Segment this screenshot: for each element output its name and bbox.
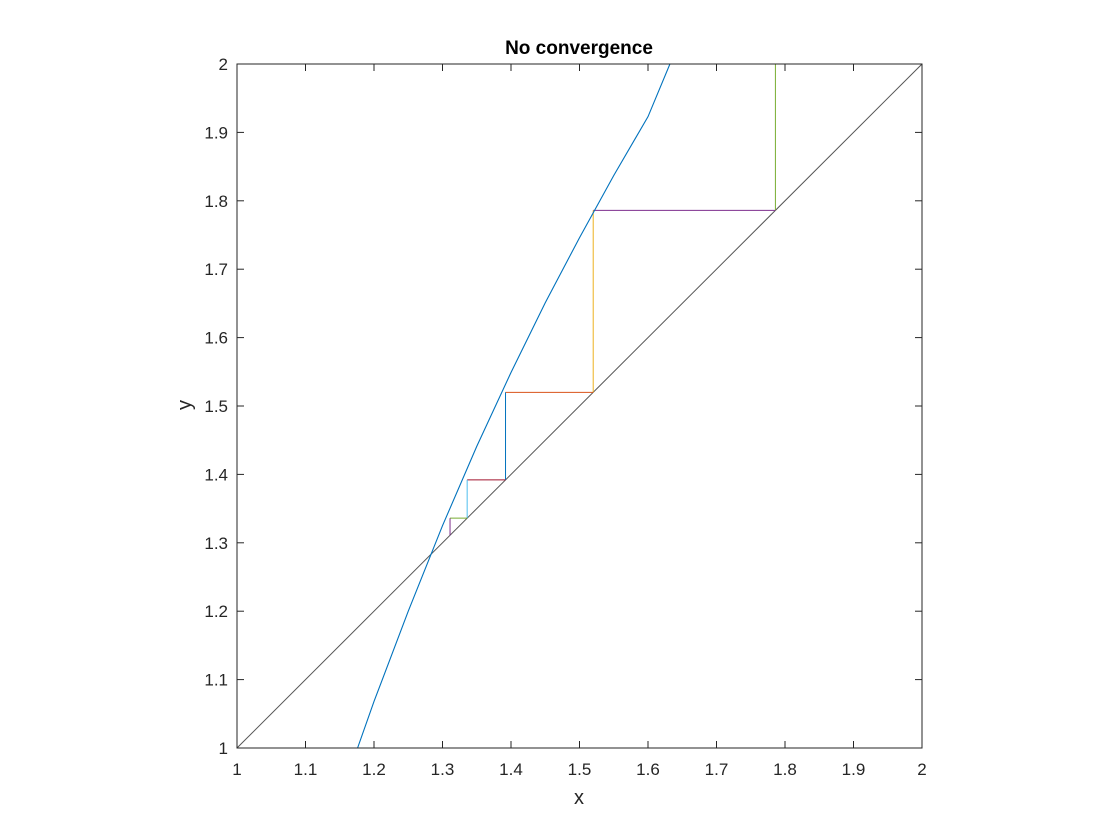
y-axis: 1 1.1 1.2 1.3 1.4 1.5 1.6 1.7 1.8 1.9 2 xyxy=(204,55,922,758)
identity-line xyxy=(237,64,922,748)
y-tick-label: 1 xyxy=(219,739,228,758)
x-tick-label: 1.2 xyxy=(362,760,386,779)
x-tick-label: 1.5 xyxy=(568,760,592,779)
y-tick-label: 1.3 xyxy=(204,534,228,553)
y-tick-label: 2 xyxy=(219,55,228,74)
x-tick-label: 1 xyxy=(232,760,241,779)
y-tick-label: 1.8 xyxy=(204,192,228,211)
y-tick-label: 1.4 xyxy=(204,465,228,484)
y-tick-label: 1.5 xyxy=(204,397,228,416)
x-axis: 1 1.1 1.2 1.3 1.4 1.5 1.6 1.7 1.8 1.9 2 xyxy=(232,64,927,779)
x-tick-label: 1.4 xyxy=(499,760,523,779)
function-curve xyxy=(357,64,671,748)
x-tick-label: 1.7 xyxy=(705,760,729,779)
x-tick-label: 1.3 xyxy=(431,760,455,779)
x-tick-label: 1.1 xyxy=(294,760,318,779)
x-tick-label: 2 xyxy=(917,760,926,779)
y-tick-label: 1.2 xyxy=(204,602,228,621)
x-tick-label: 1.8 xyxy=(773,760,797,779)
y-axis-label: y xyxy=(174,400,196,410)
x-axis-label: x xyxy=(574,787,584,809)
y-tick-label: 1.1 xyxy=(204,671,228,690)
y-tick-label: 1.7 xyxy=(204,260,228,279)
chart-title: No convergence xyxy=(505,38,653,59)
x-tick-label: 1.6 xyxy=(636,760,660,779)
series-group xyxy=(237,64,922,748)
y-tick-label: 1.9 xyxy=(204,123,228,142)
y-tick-label: 1.6 xyxy=(204,329,228,348)
x-tick-label: 1.9 xyxy=(842,760,866,779)
